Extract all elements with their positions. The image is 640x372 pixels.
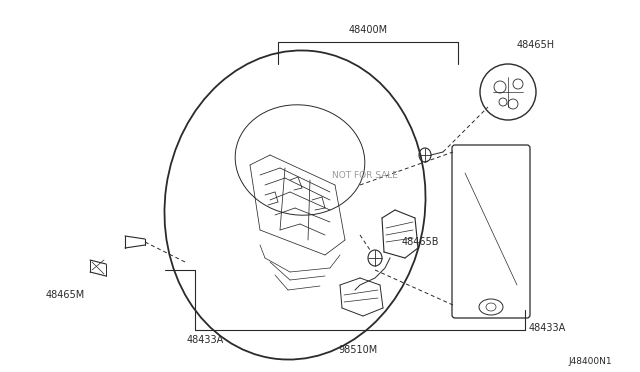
Text: 98510M: 98510M — [339, 345, 378, 355]
Text: 48433A: 48433A — [186, 335, 223, 345]
Text: 48433A: 48433A — [529, 323, 566, 333]
Text: 48465M: 48465M — [45, 290, 84, 300]
Text: 48400M: 48400M — [348, 25, 388, 35]
Text: NOT FOR SALE: NOT FOR SALE — [332, 170, 398, 180]
Text: 48465H: 48465H — [517, 40, 555, 50]
Text: J48400N1: J48400N1 — [568, 357, 612, 366]
Text: 48465B: 48465B — [401, 237, 439, 247]
